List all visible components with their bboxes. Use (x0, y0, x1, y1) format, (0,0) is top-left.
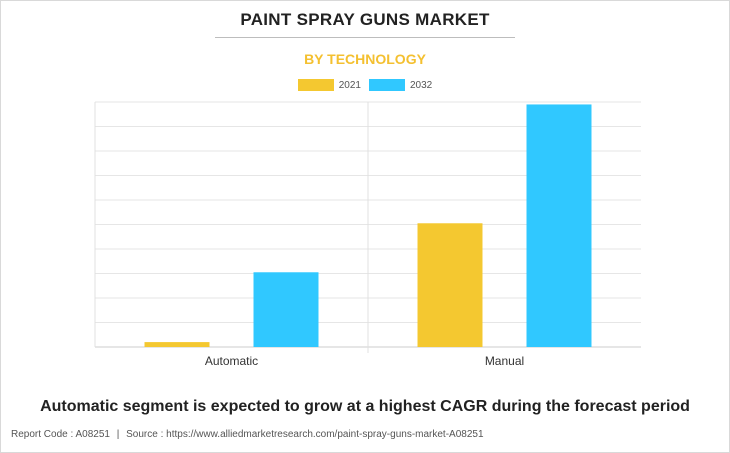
legend-item-2032[interactable]: 2032 (369, 79, 432, 91)
chart-subtitle: BY TECHNOLOGY (304, 51, 426, 67)
source-link[interactable]: Source : https://www.alliedmarketresearc… (126, 429, 484, 440)
legend-label-2021: 2021 (338, 79, 361, 91)
legend-swatch-2032 (369, 79, 405, 91)
x-tick-label-automatic: Automatic (205, 354, 258, 368)
legend-label-2032: 2032 (410, 79, 433, 91)
chart-legend: 2021 2032 (0, 79, 730, 91)
bar-automatic-2021 (144, 342, 210, 347)
chart-title: PAINT SPRAY GUNS MARKET (240, 10, 490, 29)
x-tick-label-manual: Manual (485, 354, 524, 368)
chart-caption: Automatic segment is expected to grow at… (40, 398, 690, 415)
bar-manual-2032 (526, 104, 592, 347)
title-divider (215, 37, 515, 38)
bar-manual-2021 (417, 223, 483, 347)
bar-automatic-2032 (253, 272, 319, 347)
report-code: Report Code : A08251 (11, 429, 110, 440)
source-footer: Report Code : A08251 | Source : https://… (11, 429, 484, 440)
legend-swatch-2021 (297, 79, 334, 91)
bar-chart: Automatic Manual (94, 101, 641, 368)
footer-separator: | (116, 429, 120, 440)
legend-item-2021[interactable]: 2021 (297, 79, 361, 91)
